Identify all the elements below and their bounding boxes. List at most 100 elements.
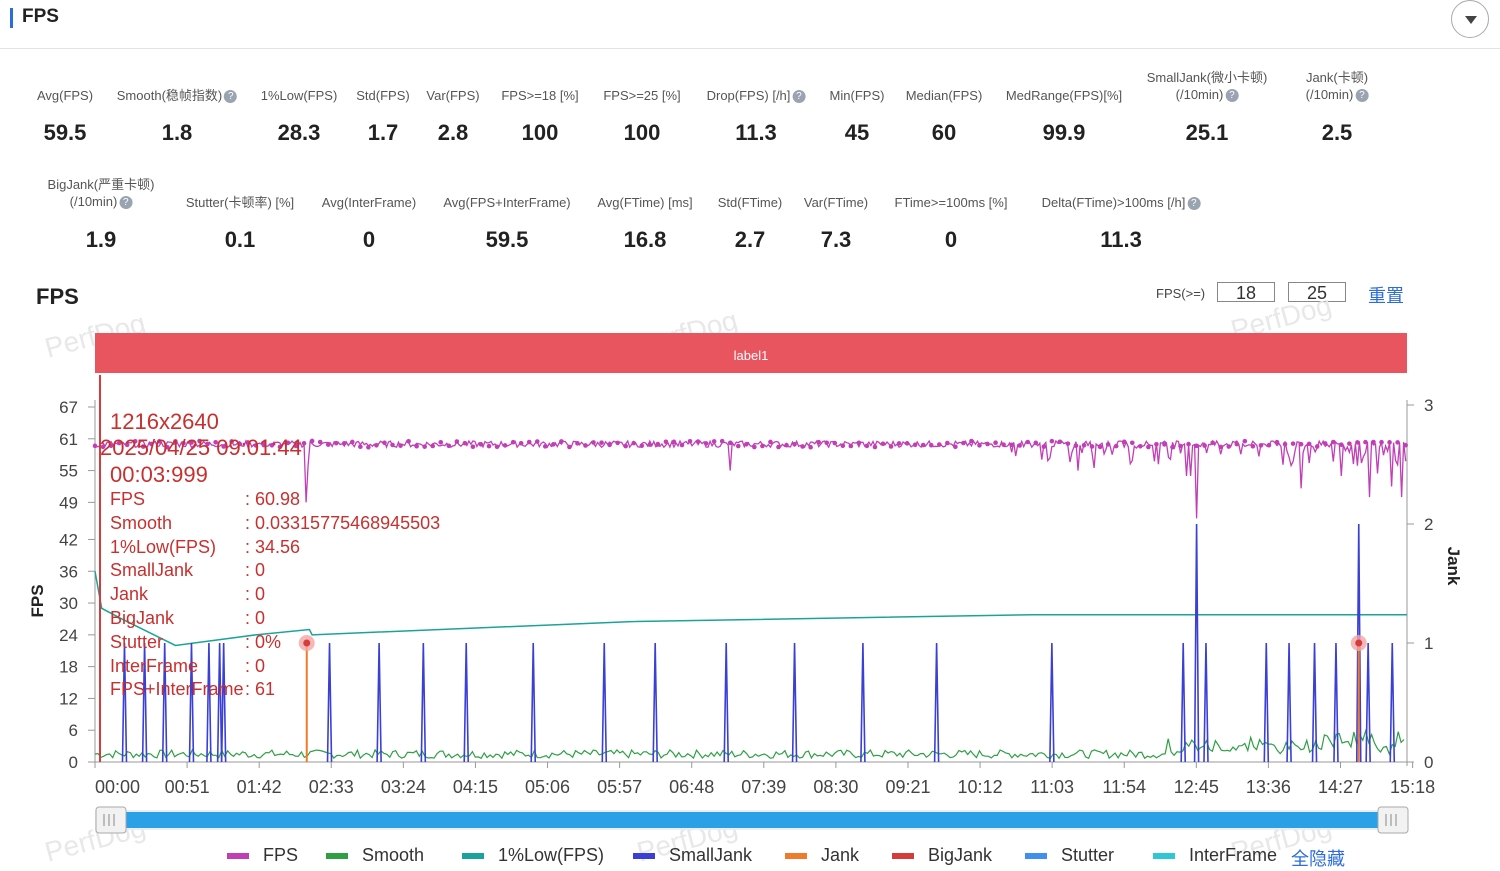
fps-point-42 (148, 441, 154, 447)
label-band (95, 333, 1407, 373)
stat-r1-0: Avg(FPS) 59.5 (37, 87, 93, 145)
collapse-button[interactable] (1451, 0, 1489, 38)
fps-point-54 (165, 444, 170, 450)
stat-label: Stutter(卡顿率) [%] (186, 194, 294, 211)
hide-all-button[interactable]: 全隐藏 (1291, 849, 1345, 869)
chart-title: FPS (36, 284, 79, 309)
fps-point-504 (768, 439, 773, 445)
fps-point-672 (993, 440, 998, 445)
fps-point-414 (647, 442, 653, 447)
fps-point-30 (132, 439, 138, 444)
fps-point-228 (398, 443, 403, 448)
stat-label-text: Min(FPS) (829, 88, 885, 103)
fps-point-564 (848, 443, 854, 449)
fps-point-456 (703, 441, 709, 446)
legend-item-jank[interactable]: Jank (785, 845, 859, 866)
fps-point-894 (1290, 441, 1296, 446)
fps-threshold-input-1[interactable]: 18 (1217, 282, 1275, 303)
fps-point-594 (888, 444, 894, 449)
stat-label-text: SmallJank(微小卡顿) (1146, 70, 1268, 85)
fps-point-774 (1129, 440, 1135, 446)
x-tick-label-7: 05:57 (597, 777, 642, 797)
help-icon[interactable]: ? (1355, 89, 1369, 103)
stat-label: Drop(FPS) [/h]? (707, 87, 806, 104)
x-tick-label-8: 06:48 (669, 777, 714, 797)
legend-item-1-low-fps-[interactable]: 1%Low(FPS) (462, 845, 604, 866)
stat-label-unit-text: (/10min) (1175, 87, 1224, 102)
fps-point-84 (205, 441, 210, 447)
zoom-slider-handle-right[interactable] (1377, 806, 1409, 834)
smalljank-spike-15 (791, 642, 798, 763)
fps-point-336 (542, 444, 548, 449)
stat-label: Min(FPS) (830, 87, 885, 104)
y-tick-label-8: 49 (59, 493, 78, 512)
fps-point-882 (1274, 439, 1280, 445)
section-header: FPS (0, 0, 1500, 49)
fps-point-312 (510, 439, 516, 445)
fps-point-492 (752, 444, 757, 450)
help-icon[interactable]: ? (119, 196, 133, 210)
fps-point-792 (1154, 441, 1159, 447)
fps-point-354 (567, 444, 572, 450)
stat-r2-2: Avg(InterFrame) 0 (322, 194, 416, 252)
help-icon[interactable]: ? (792, 90, 806, 104)
stat-r2-6: Var(FTime) 7.3 (804, 194, 868, 252)
help-icon[interactable]: ? (1187, 197, 1201, 211)
help-icon[interactable]: ? (1225, 89, 1239, 103)
stat-label: Avg(FPS+InterFrame) (443, 194, 570, 211)
smalljank-spike-3 (188, 642, 195, 763)
fps-point-378 (599, 440, 604, 445)
stat-label: Jank(卡顿) (1306, 69, 1369, 86)
fps-point-768 (1121, 439, 1127, 445)
stat-value: 100 (623, 120, 661, 145)
fps-point-642 (953, 444, 958, 450)
stat-value: 11.3 (735, 120, 777, 145)
smalljank-spike-1 (141, 642, 148, 763)
x-tick-label-12: 10:12 (958, 777, 1003, 797)
help-icon[interactable]: ? (224, 90, 238, 104)
legend-label: BigJank (928, 845, 993, 865)
reset-button[interactable]: 重置 (1368, 286, 1404, 306)
fps-point-840 (1218, 444, 1224, 450)
fps-point-150 (293, 443, 299, 449)
fps-point-738 (1081, 442, 1087, 448)
fps-point-366 (583, 443, 588, 448)
stat-r1-10: MedRange(FPS)[%] 99.9 (1006, 87, 1122, 145)
fps-point-804 (1170, 444, 1175, 450)
stat-label: Std(FPS) (356, 87, 409, 104)
fps-point-0 (92, 443, 98, 449)
fps-point-480 (735, 443, 741, 449)
legend-swatch (462, 853, 484, 860)
fps-point-372 (591, 440, 596, 445)
stat-label-text: Median(FPS) (905, 88, 983, 103)
tooltip-key-8: FPS+InterFrame (110, 679, 244, 700)
stat-r1-4: Var(FPS) 2.8 (426, 87, 479, 145)
legend-item-smooth[interactable]: Smooth (326, 845, 424, 866)
legend-item-stutter[interactable]: Stutter (1025, 845, 1114, 866)
legend-item-interframe[interactable]: InterFrame (1153, 845, 1277, 866)
fps-point-828 (1202, 443, 1207, 448)
fps-point-612 (912, 442, 918, 448)
fps-point-864 (1250, 443, 1256, 449)
fps-point-762 (1113, 443, 1119, 449)
legend-item-bigjank[interactable]: BigJank (892, 845, 992, 866)
fps-point-546 (824, 440, 830, 446)
zoom-slider-range[interactable] (110, 812, 1392, 828)
fps-point-282 (470, 444, 476, 449)
stat-value: 25.1 (1185, 120, 1229, 145)
fps-point-222 (390, 442, 395, 448)
x-tick-label-18: 15:18 (1390, 777, 1435, 797)
fps-point-204 (366, 444, 371, 450)
stat-label: Var(FPS) (426, 87, 479, 104)
fps-point-912 (1314, 444, 1320, 449)
zoom-slider-handle-left[interactable] (95, 806, 127, 834)
tooltip-val-2: : 34.56 (245, 536, 301, 557)
fps-threshold-input-2[interactable]: 25 (1288, 282, 1346, 303)
bigjank-marker-0 (303, 639, 311, 647)
smalljank-spike-7 (326, 642, 333, 763)
y-tick-label-7: 42 (59, 530, 78, 549)
legend-item-smalljank[interactable]: SmallJank (633, 845, 752, 866)
legend-item-fps[interactable]: FPS (227, 845, 298, 866)
stat-label: Avg(InterFrame) (322, 194, 416, 211)
